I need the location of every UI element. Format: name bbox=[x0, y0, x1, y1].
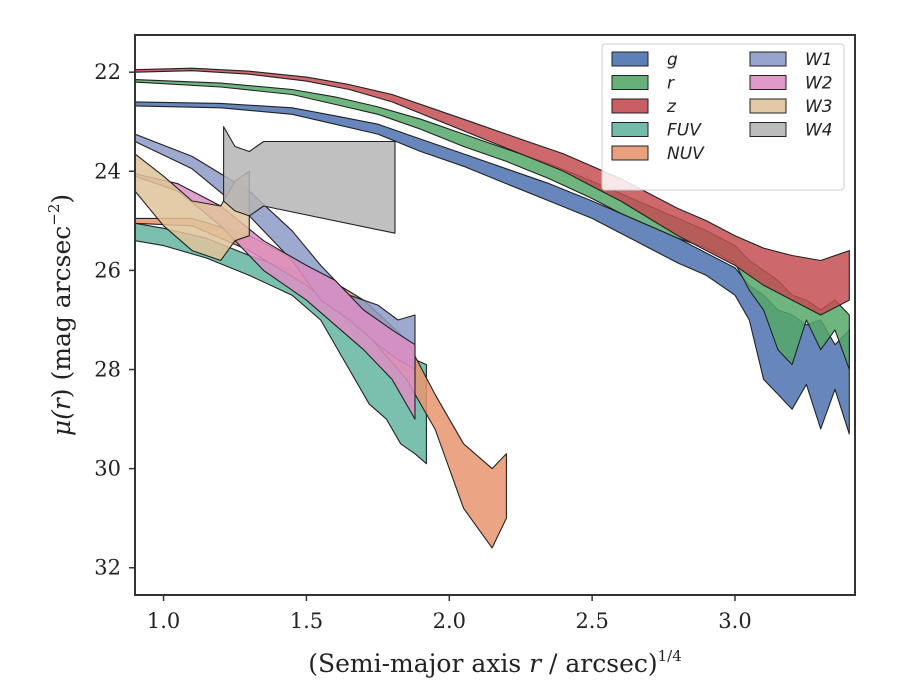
legend-label: g bbox=[667, 50, 678, 70]
y-axis: 22 24 26 28 30 32 bbox=[94, 60, 135, 580]
legend-label: r bbox=[667, 74, 675, 94]
legend-label: NUV bbox=[667, 144, 705, 164]
legend-item-g: g bbox=[611, 50, 678, 70]
legend-item-fuv: FUV bbox=[611, 121, 702, 141]
x-axis: 1.0 1.5 2.0 2.5 3.0 bbox=[147, 595, 752, 633]
legend-swatch bbox=[611, 122, 649, 137]
plot-area bbox=[135, 67, 850, 549]
legend-swatch bbox=[611, 145, 649, 161]
legend-item-w4: W4 bbox=[749, 121, 833, 141]
legend-item-nuv: NUV bbox=[611, 144, 705, 164]
legend-item-w3: W3 bbox=[749, 97, 833, 117]
y-tick-label: 30 bbox=[94, 457, 121, 481]
y-tick-label: 24 bbox=[94, 159, 121, 183]
legend-swatch bbox=[611, 98, 649, 114]
x-tick-label: 2.5 bbox=[575, 609, 608, 633]
y-tick-label: 28 bbox=[94, 358, 121, 382]
x-tick-label: 2.0 bbox=[433, 609, 466, 633]
legend-label: FUV bbox=[667, 121, 702, 141]
legend-swatch bbox=[611, 75, 649, 90]
legend-item-z: z bbox=[611, 97, 677, 117]
band-w4 bbox=[223, 126, 396, 234]
x-tick-label: 1.0 bbox=[147, 609, 180, 633]
band-z bbox=[135, 67, 850, 316]
legend-label: W3 bbox=[805, 97, 833, 117]
band-g bbox=[135, 101, 850, 435]
x-tick-label: 3.0 bbox=[718, 609, 751, 633]
y-tick-label: 26 bbox=[94, 258, 121, 282]
x-axis-label: (Semi-major axis r / arcsec)1/4 bbox=[308, 647, 682, 678]
legend-item-w2: W2 bbox=[749, 74, 833, 94]
plot-frame bbox=[134, 34, 856, 596]
legend-label: z bbox=[666, 97, 677, 117]
y-tick-label: 32 bbox=[94, 556, 121, 580]
legend-label: W1 bbox=[805, 50, 833, 70]
legend-item-r: r bbox=[611, 74, 675, 94]
x-tick-label: 1.5 bbox=[290, 609, 323, 633]
legend-label: W2 bbox=[805, 74, 833, 94]
legend-swatch bbox=[749, 51, 787, 67]
y-tick-label: 22 bbox=[94, 60, 121, 84]
legend-swatch bbox=[749, 75, 787, 90]
legend-swatch bbox=[749, 122, 787, 137]
legend-label: W4 bbox=[805, 121, 833, 141]
legend-swatch bbox=[749, 98, 787, 114]
legend-item-w1: W1 bbox=[749, 50, 833, 70]
legend: grz FUV NUV W1 W2 W3 W4 bbox=[601, 43, 845, 191]
band-w3 bbox=[135, 153, 250, 262]
y-axis-label: μ(r) (mag arcsec−2) bbox=[45, 194, 76, 436]
legend-swatch bbox=[611, 51, 649, 67]
